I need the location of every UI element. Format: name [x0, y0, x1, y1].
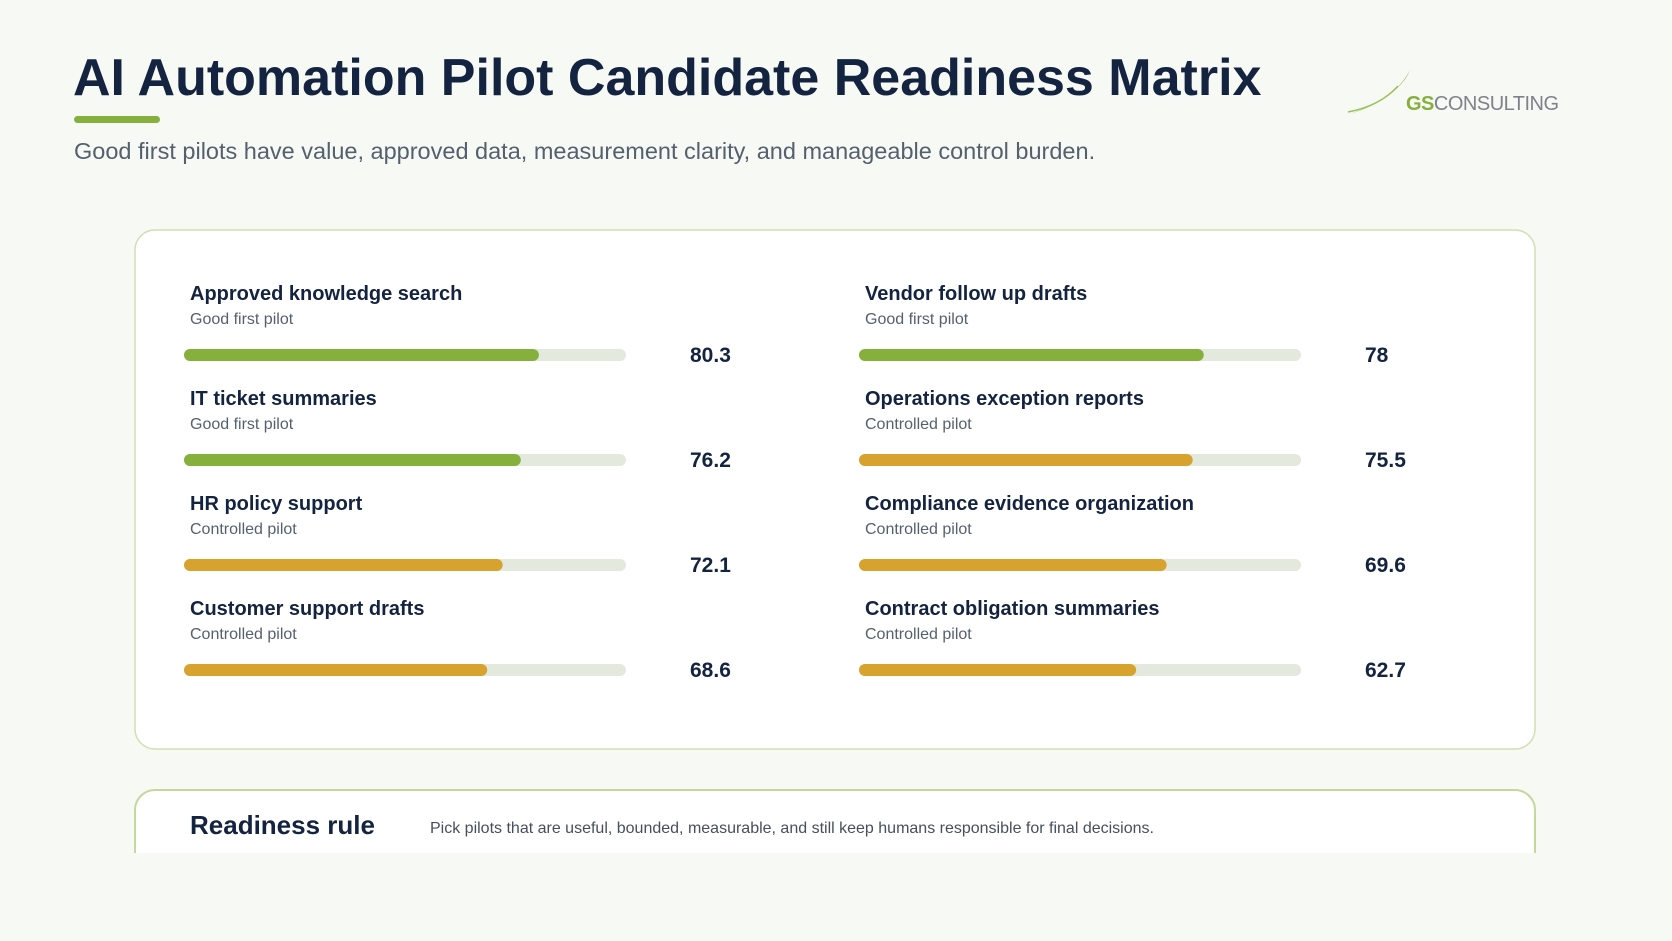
item-name: Customer support drafts	[190, 598, 424, 620]
value-label: 62.7	[1365, 659, 1406, 682]
subtitle: Good first pilots have value, approved d…	[74, 138, 1095, 164]
logo-text: GSCONSULTING	[1406, 93, 1559, 115]
value-label: 80.3	[690, 344, 731, 367]
item-name: Compliance evidence organization	[865, 493, 1194, 515]
item-name: Contract obligation summaries	[865, 598, 1160, 620]
item-status: Good first pilot	[190, 311, 294, 328]
item-name: IT ticket summaries	[190, 388, 377, 410]
item-name: HR policy support	[190, 493, 363, 515]
item-status: Controlled pilot	[190, 521, 297, 538]
item-status: Controlled pilot	[865, 521, 972, 538]
bar	[184, 349, 539, 361]
item-status: Good first pilot	[190, 416, 294, 433]
item-name: Vendor follow up drafts	[865, 283, 1087, 305]
title-underline	[74, 116, 160, 123]
rule-title: Readiness rule	[190, 810, 375, 840]
logo: GSCONSULTING	[1347, 70, 1559, 115]
value-label: 68.6	[690, 659, 731, 682]
item-status: Controlled pilot	[865, 626, 972, 643]
value-label: 75.5	[1365, 449, 1406, 472]
value-label: 76.2	[690, 449, 731, 472]
bar	[859, 349, 1204, 361]
item-status: Controlled pilot	[865, 416, 972, 433]
logo-word: CONSULTING	[1434, 93, 1559, 115]
item-status: Good first pilot	[865, 311, 969, 328]
bar	[184, 454, 521, 466]
item-status: Controlled pilot	[190, 626, 297, 643]
bar	[184, 559, 503, 571]
value-label: 69.6	[1365, 554, 1406, 577]
page-bottom	[0, 853, 1672, 941]
item-name: Operations exception reports	[865, 388, 1144, 410]
value-label: 78	[1365, 344, 1389, 367]
bar	[184, 664, 488, 676]
logo-accent: GS	[1406, 93, 1434, 115]
bar	[859, 664, 1137, 676]
title: AI Automation Pilot Candidate Readiness …	[73, 49, 1262, 107]
value-label: 72.1	[690, 554, 731, 577]
rule-text: Pick pilots that are useful, bounded, me…	[430, 820, 1154, 837]
logo-swoosh	[1347, 85, 1399, 113]
items: Approved knowledge search Good first pilo…	[184, 283, 1406, 682]
item-name: Approved knowledge search	[190, 283, 462, 305]
bar	[859, 454, 1193, 466]
bar	[859, 559, 1167, 571]
